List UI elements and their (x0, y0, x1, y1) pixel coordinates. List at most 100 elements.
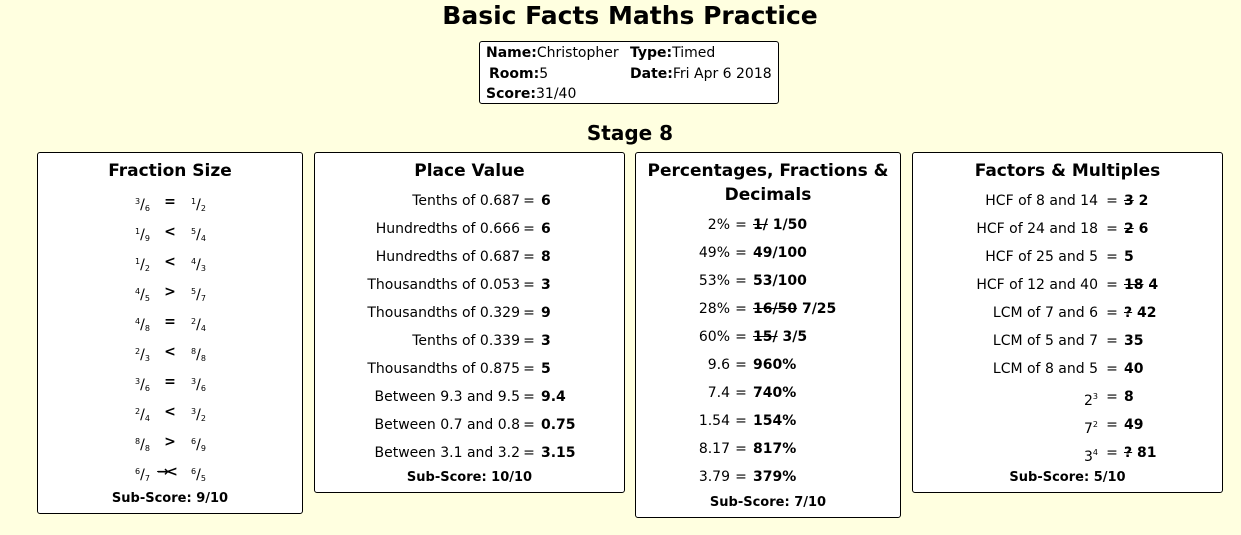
type-label: Type: (630, 45, 673, 61)
answer-text: 3 (541, 333, 551, 349)
answer-group: 379% (753, 463, 796, 491)
fraction-left: 8/8 (135, 428, 150, 463)
denominator: 9 (200, 444, 206, 453)
denominator: 2 (200, 204, 206, 213)
equals-sign: = (1106, 445, 1118, 461)
power-exponent: 2 (1092, 420, 1098, 429)
fraction-left: 2/3 (135, 338, 150, 373)
fraction-slash: / (140, 377, 145, 393)
fraction-right: 5/4 (191, 218, 206, 253)
denominator: 2 (144, 264, 150, 273)
answer-group: 49/100 (753, 239, 807, 267)
answer-text: 1/50 (772, 217, 808, 233)
fraction-slash: / (196, 197, 201, 213)
answer-text: 8 (1124, 389, 1134, 405)
fraction-slash: / (196, 287, 201, 303)
fraction-right: 1/2 (191, 188, 206, 223)
equals-sign: = (735, 357, 747, 373)
panel-title-line2: Decimals (724, 185, 812, 205)
answer-text: 49 (1124, 417, 1144, 433)
question-text: HCF of 25 and 5 (985, 249, 1098, 265)
equals-sign: = (1106, 193, 1118, 209)
equals-sign: = (735, 441, 747, 457)
answer-text: 5 (1124, 249, 1134, 265)
fraction-slash: / (196, 227, 201, 243)
answer-text: 0.75 (541, 417, 576, 433)
info-box: Name:Christopher Type:Timed Room:5 Date:… (479, 41, 779, 104)
power-exponent: 4 (1092, 448, 1098, 457)
equals-sign: = (735, 273, 747, 289)
list-item: HCF of 12 and 40 = 18 4 (913, 271, 1222, 299)
fraction-slash: / (196, 257, 201, 273)
list-item: Between 3.1 and 3.2 = 3.15 (315, 439, 624, 467)
numerator: 4 (135, 287, 141, 296)
list-item: 53% = 53/100 (636, 267, 900, 295)
numerator: 3 (135, 377, 141, 386)
question-text: Between 9.3 and 9.5 (374, 389, 520, 405)
numerator: 2 (191, 317, 197, 326)
list-item: 28% = 16/50 7/25 (636, 295, 900, 323)
denominator: 5 (144, 294, 150, 303)
list-item: 2/4 <3/2 (38, 398, 302, 426)
equals-sign: = (523, 221, 535, 237)
question-text: Between 0.7 and 0.8 (374, 417, 520, 433)
equals-sign: = (523, 389, 535, 405)
fraction-right: 3/2 (191, 398, 206, 433)
list-item: 8.17 = 817% (636, 435, 900, 463)
subscore: Sub-Score: 5/10 (1009, 470, 1126, 485)
comparison-symbol: = (164, 194, 176, 210)
numerator: 5 (191, 227, 197, 236)
subscore: Sub-Score: 10/10 (406, 470, 533, 485)
fraction-slash: / (140, 317, 145, 333)
list-item: Hundredths of 0.687 = 8 (315, 243, 624, 271)
list-item: HCF of 25 and 5 = 5 (913, 243, 1222, 271)
power-base: 2 (1083, 393, 1093, 409)
answer-group: 960% (753, 351, 796, 379)
power-question: 72 (1084, 411, 1098, 443)
equals-sign: = (523, 445, 535, 461)
numerator: 8 (191, 347, 197, 356)
fraction-left: 3/6 (135, 368, 150, 403)
answer-text: 7/25 (801, 301, 837, 317)
answer-text: 9 (541, 305, 551, 321)
question-text: 2% (707, 217, 730, 233)
numerator: 5 (191, 287, 197, 296)
question-text: 53% (698, 273, 730, 289)
comparison-symbol: < (164, 344, 176, 360)
equals-sign: = (523, 305, 535, 321)
numerator: 3 (191, 377, 197, 386)
score-value: 31/40 (536, 86, 577, 102)
score-field: Score:31/40 (486, 86, 576, 102)
list-item: 49% = 49/100 (636, 239, 900, 267)
wrong-answer: 1/ (753, 217, 768, 233)
equals-sign: = (735, 245, 747, 261)
list-item: 23 = 8 (913, 383, 1222, 411)
numerator: 6 (135, 467, 141, 476)
answer-text: 817% (753, 441, 797, 457)
list-item: Thousandths of 0.329 = 9 (315, 299, 624, 327)
equals-sign: = (1106, 361, 1118, 377)
list-item: 1/9 <5/4 (38, 218, 302, 246)
page-title: Basic Facts Maths Practice (442, 1, 818, 30)
equals-sign: = (523, 417, 535, 433)
answer-text: 6 (1138, 221, 1149, 237)
wrong-answer: 3 (1124, 193, 1134, 209)
fraction-slash: / (140, 197, 145, 213)
fraction-right: 2/4 (191, 308, 206, 343)
fraction-right: 5/7 (191, 278, 206, 313)
answer-group: 18 4 (1124, 271, 1158, 299)
list-item: 1/2 <4/3 (38, 248, 302, 276)
equals-sign: = (735, 329, 747, 345)
answer-group: 40 (1124, 355, 1143, 383)
list-item: Thousandths of 0.053 = 3 (315, 271, 624, 299)
power-base: 3 (1083, 449, 1093, 465)
power-base: 7 (1083, 421, 1093, 437)
numerator: 1 (191, 197, 197, 206)
wrong-answer: 15/ (753, 329, 778, 345)
question-text: LCM of 8 and 5 (992, 361, 1098, 377)
list-item: 72 = 49 (913, 411, 1222, 439)
question-text: 60% (698, 329, 730, 345)
wrong-symbol: → (157, 464, 169, 480)
numerator: 4 (135, 317, 141, 326)
